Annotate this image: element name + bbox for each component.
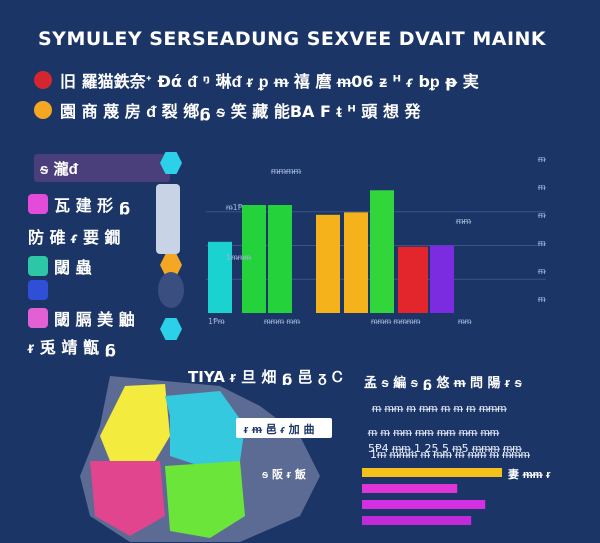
bars-side-label: 妻 ᵯᵯ ᵲ [508, 468, 551, 481]
bars-heading: 孟 ᵴ 編 ᵴ ᵷ 悠 ᵯ 問 陽 ᵲ ᵴ [364, 376, 522, 391]
bar [268, 205, 292, 313]
horizontal-bar [362, 484, 458, 493]
cyan-hexagon-icon [160, 318, 182, 340]
magenta-swatch-icon [28, 194, 48, 214]
right-axis-label: ᵯ [537, 295, 546, 305]
bars-text-line: ᵯ ᵯᵯ ᵯ ᵯᵯ ᵯ ᵯ ᵯ ᵯᵯᵯ [372, 402, 507, 415]
red-dot-icon [34, 71, 52, 89]
region-map [80, 376, 320, 542]
bars-text-line: 5Ᵽ4 ᵯᵯ.1 25 5 ᵯ5 ᵯᵯᵯ ᵯᵯ [368, 442, 522, 455]
horizontal-bar [362, 516, 472, 525]
legend-item-label: 瓦 建 形 ᵷ [54, 196, 131, 215]
legend-panel: ᵴ 瀧ᵭ 瓦 建 形 ᵷ 防 碓 ᵳ 要 鐗 閾 蟲 閾 膈 美 鼬 ᵲ 兎 靖… [28, 150, 170, 357]
right-axis-label: ᵯ [537, 267, 546, 277]
legend-badge: ᵴ 瀧ᵭ [34, 154, 170, 182]
x-tick-label: 1Ᵽᵯ [208, 317, 225, 326]
bar [398, 246, 428, 313]
right-axis-label: ᵯ [537, 155, 546, 165]
legend-item: ᵲ 兎 靖 甑 ᵷ [28, 334, 116, 358]
bar-chart: ᵯ1Ᵽ 1ᵯᵯᵯ ᵯᵯᵯᵯ ᵯᵯ 1Ᵽᵯ ᵯᵯᵯ ᵯᵯ ᵯᵯᵯ ᵯᵯᵯᵯ ᵯᵯ … [206, 155, 546, 326]
bar [430, 245, 454, 313]
blue-swatch-icon [28, 280, 48, 300]
legend-item-label: 閾 膈 美 鼬 [54, 310, 135, 329]
header-row-2: 園 商 蔑 房 ᵭ 裂 鄕ᵷ ᵴ 笑 藏 能BA F ᵵ ᵸ 頭 想 発 [34, 98, 421, 122]
map-region-green [165, 461, 245, 538]
bar [208, 241, 232, 313]
map-callout-1: ᵲ ᵯ 邑 ᵳ 加 曲 [236, 418, 332, 438]
orange-hexagon-icon [160, 254, 182, 276]
bar [344, 212, 368, 313]
legend-item-label: 閾 蟲 [54, 258, 92, 277]
y-tick-label: ᵯ1Ᵽ [225, 203, 243, 212]
legend-item-label: ᵲ 兎 靖 甑 ᵷ [28, 338, 116, 357]
map-region-cyan [165, 391, 245, 466]
right-axis-label: ᵯ [537, 211, 546, 221]
bar [242, 205, 266, 313]
legend-item: 閾 膈 美 鼬 [28, 306, 135, 330]
y-tick-label: 1ᵯᵯᵯ [226, 253, 251, 262]
map-title: TIYA ᵲ 旦 畑 ᵷ 邑 ᵹ Ꮯ [188, 368, 343, 386]
map-callout-1-text: ᵲ ᵯ 邑 ᵳ 加 曲 [244, 423, 315, 436]
y-tick-label: ᵯᵯᵯᵯ [270, 167, 301, 177]
y-tick-label: ᵯᵯ [455, 217, 471, 227]
map-region-yellow [100, 384, 170, 461]
bars-text-line: 1ᵯ ᵯᵯᵯ ᵯ ᵯᵯ ᵯ ᵯᵯ ᵯ ᵯᵯᵯ [370, 448, 530, 461]
header-row-2-text: 園 商 蔑 房 ᵭ 裂 鄕ᵷ ᵴ 笑 藏 能BA F ᵵ ᵸ 頭 想 発 [60, 102, 421, 121]
legend-item: 閾 蟲 [28, 254, 92, 278]
header-row-1: 旧 羅猫鉄奈ᐩ Ðά ᵭ ᵑ 琳ᵭ ᵲ ᵱ ᵯ 禧 麿 ᵯ06 ᵶ ᵸ ᵳ bᵱ… [34, 68, 479, 92]
x-tick-label: ᵯᵯ [457, 317, 472, 326]
header-row-1-text: 旧 羅猫鉄奈ᐩ Ðά ᵭ ᵑ 琳ᵭ ᵲ ᵱ ᵯ 禧 麿 ᵯ06 ᵶ ᵸ ᵳ bᵱ… [60, 72, 479, 91]
x-tick-label: ᵯᵯᵯ ᵯᵯ [263, 317, 300, 326]
bar [370, 190, 394, 313]
right-axis-label: ᵯ [537, 183, 546, 193]
orange-dot-icon [34, 101, 52, 119]
horizontal-bars: 5Ᵽ4 ᵯᵯ.1 25 5 ᵯ5 ᵯᵯᵯ ᵯᵯ [362, 442, 522, 525]
page-title: SYMULEY SERSEADUNG SEXVEE DVAIT MAINK [38, 28, 547, 50]
map-region-pink [90, 461, 165, 536]
x-tick-label: ᵯᵯᵯ ᵯᵯᵯᵯ [370, 317, 421, 326]
legend-badge-text: ᵴ 瀧ᵭ [40, 160, 78, 178]
horizontal-bar [362, 500, 486, 509]
bars-text-line: ᵯ ᵯ ᵯᵯ ᵯᵯ ᵯᵯ ᵯᵯ ᵯᵯ [368, 426, 499, 439]
legend-item: 防 碓 ᵳ 要 鐗 [28, 224, 121, 248]
legend-item: 瓦 建 形 ᵷ [28, 192, 130, 216]
right-axis-label: ᵯ [537, 239, 546, 249]
dark-blob-icon [158, 272, 184, 308]
teal-swatch-icon [28, 256, 48, 276]
map-callout-2: ᵴ 阪 ᵲ 飯 [262, 468, 306, 481]
bar [316, 214, 340, 313]
pink-swatch-icon [28, 308, 48, 328]
device-shape-icon [156, 184, 180, 254]
legend-item-label: 防 碓 ᵳ 要 鐗 [28, 228, 121, 247]
horizontal-bar [362, 468, 502, 477]
cyan-hexagon-icon [160, 152, 182, 174]
legend-item [28, 280, 48, 300]
